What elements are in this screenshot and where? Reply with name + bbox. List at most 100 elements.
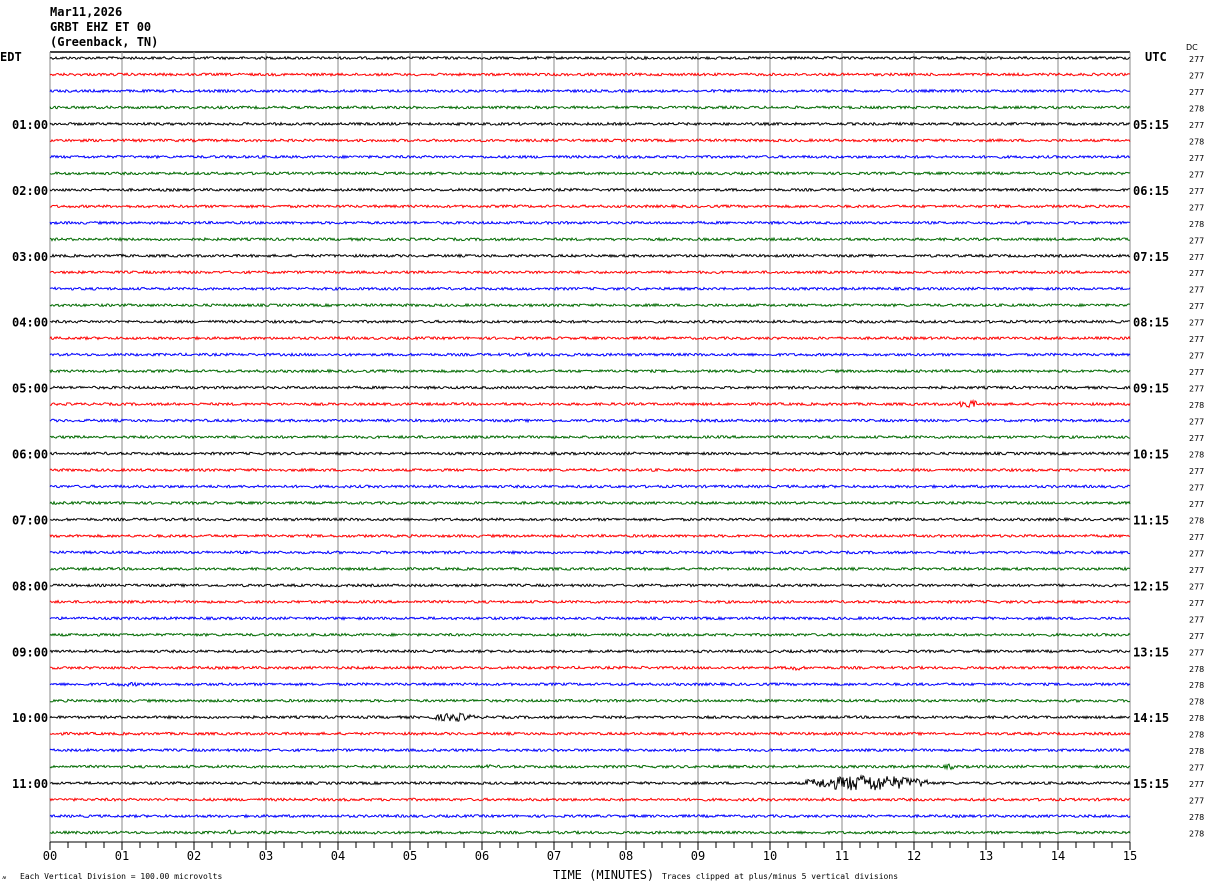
- dc-offset: 278: [1189, 401, 1204, 410]
- edt-hour-label: 11:00: [12, 777, 48, 791]
- dc-offset: 277: [1189, 88, 1204, 97]
- seismic-trace: [49, 483, 1131, 490]
- dc-offset: 277: [1189, 780, 1204, 789]
- utc-hour-label: 09:15: [1133, 382, 1169, 396]
- seismic-trace: [49, 774, 1131, 791]
- seismic-trace: [49, 302, 1131, 308]
- dc-offset: 277: [1189, 483, 1204, 492]
- utc-hour-label: 12:15: [1133, 579, 1169, 593]
- utc-hour-label: 06:15: [1133, 184, 1169, 198]
- seismic-trace: [49, 71, 1131, 77]
- seismic-trace: [49, 335, 1131, 341]
- dc-offset: 277: [1189, 203, 1204, 212]
- seismic-trace: [49, 829, 1131, 836]
- dc-offset: 277: [1189, 154, 1204, 163]
- dc-offset: 277: [1189, 71, 1204, 80]
- dc-offset: 277: [1189, 368, 1204, 377]
- seismic-trace: [49, 451, 1131, 457]
- x-tick-label: 10: [763, 849, 777, 863]
- seismic-trace: [49, 516, 1131, 523]
- seismic-trace: [49, 286, 1131, 292]
- seismic-trace: [49, 418, 1131, 424]
- dc-offset: 277: [1189, 253, 1204, 262]
- seismic-trace: [49, 566, 1130, 572]
- dc-offset: 277: [1189, 236, 1204, 245]
- dc-offset: 278: [1189, 830, 1204, 839]
- dc-offset: 277: [1189, 566, 1204, 575]
- seismic-trace: [49, 55, 1131, 61]
- seismic-trace: [49, 467, 1131, 473]
- seismic-trace: [49, 763, 1131, 771]
- header-station: GRBT EHZ ET 00: [50, 20, 151, 34]
- dc-offset: 278: [1189, 516, 1204, 525]
- dc-offset: 277: [1189, 170, 1204, 179]
- dc-offset: 277: [1189, 55, 1204, 64]
- dc-offset: 278: [1189, 747, 1204, 756]
- edt-hour-label: 10:00: [12, 711, 48, 725]
- seismic-trace: [49, 712, 1131, 722]
- dc-offset: 277: [1189, 286, 1204, 295]
- dc-offset: 277: [1189, 467, 1204, 476]
- dc-offset: 277: [1189, 632, 1204, 641]
- x-tick-label: 00: [43, 849, 57, 863]
- logo-mark: ៷: [2, 872, 7, 881]
- seismic-trace: [49, 813, 1131, 819]
- x-tick-label: 06: [475, 849, 489, 863]
- x-tick-label: 07: [547, 849, 561, 863]
- grid: [49, 51, 1131, 842]
- dc-offset: 278: [1189, 714, 1204, 723]
- utc-hour-label: 08:15: [1133, 316, 1169, 330]
- seismic-trace: [49, 398, 1131, 409]
- seismic-trace: [49, 797, 1131, 802]
- dc-offset: 278: [1189, 220, 1204, 229]
- seismic-trace: [49, 632, 1131, 638]
- x-axis: 00 01 02 03 04 05 06 07 08 09 10 11 12 13 14 15: [43, 841, 1137, 863]
- dc-offset: 277: [1189, 269, 1204, 278]
- seismic-trace: [49, 154, 1131, 160]
- utc-hour-label: 05:15: [1133, 118, 1169, 132]
- edt-hour-label: 08:00: [12, 579, 48, 593]
- seismic-trace: [49, 351, 1131, 358]
- seismic-trace: [49, 582, 1131, 589]
- x-tick-label: 02: [187, 849, 201, 863]
- seismic-trace: [49, 533, 1131, 539]
- dc-offset: 277: [1189, 533, 1204, 542]
- clip-note: Traces clipped at plus/minus 5 vertical …: [662, 872, 898, 881]
- seismic-trace: [49, 319, 1131, 325]
- seismic-trace: [49, 88, 1130, 94]
- left-timezone: EDT: [0, 50, 22, 64]
- dc-offset: 277: [1189, 582, 1204, 591]
- x-tick-label: 01: [115, 849, 129, 863]
- header-date: Mar11,2026: [50, 5, 122, 19]
- traces: [49, 55, 1131, 836]
- edt-hour-label: 09:00: [12, 645, 48, 659]
- x-tick-label: 15: [1123, 849, 1137, 863]
- x-tick-label: 04: [331, 849, 345, 863]
- seismic-trace: [49, 203, 1131, 209]
- seismic-trace: [49, 121, 1131, 127]
- dc-offset: 278: [1189, 681, 1204, 690]
- seismic-trace: [49, 236, 1131, 242]
- utc-hour-label: 10:15: [1133, 448, 1169, 462]
- dc-offset: 277: [1189, 352, 1204, 361]
- dc-offset: 278: [1189, 104, 1204, 113]
- seismic-trace: [49, 599, 1131, 605]
- seismic-trace: [49, 269, 1131, 275]
- utc-hour-label: 11:15: [1133, 513, 1169, 527]
- x-tick-label: 05: [403, 849, 417, 863]
- edt-hour-label: 05:00: [12, 382, 48, 396]
- x-tick-label: 08: [619, 849, 633, 863]
- edt-hour-label: 03:00: [12, 250, 48, 264]
- dc-offset: 277: [1189, 319, 1204, 328]
- dc-offset: 278: [1189, 137, 1204, 146]
- dc-offset: 277: [1189, 648, 1204, 657]
- dc-offset: 277: [1189, 500, 1204, 509]
- edt-hour-label: 07:00: [12, 513, 48, 527]
- seismic-trace: [49, 615, 1131, 621]
- seismic-trace: [49, 104, 1131, 110]
- edt-hour-label: 02:00: [12, 184, 48, 198]
- edt-hour-label: 01:00: [12, 118, 48, 132]
- seismic-trace: [49, 500, 1131, 506]
- seismic-trace: [49, 648, 1131, 654]
